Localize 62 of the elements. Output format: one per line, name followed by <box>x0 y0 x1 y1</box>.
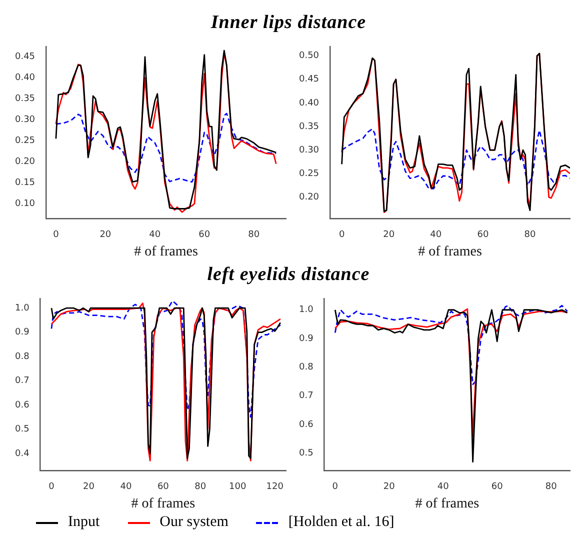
x-tick-label: 40 <box>437 482 450 492</box>
y-tick-label: 1.0 <box>14 303 30 314</box>
line-series <box>55 112 277 183</box>
x-tick-label: 120 <box>266 482 284 492</box>
x-tick-label: 20 <box>383 482 396 492</box>
y-tick-label: 0.5 <box>298 448 314 459</box>
legend-label: [Holden et al. 16] <box>288 514 394 531</box>
x-tick-label: 60 <box>491 482 504 492</box>
y-tick-label: 0.9 <box>14 328 30 338</box>
y-tick-label: 0.30 <box>14 115 36 126</box>
line-series <box>334 304 568 386</box>
y-tick-label: 0.7 <box>298 391 314 402</box>
x-tick-label: 0 <box>338 230 345 240</box>
y-tick-label: 0.20 <box>298 192 320 203</box>
x-tick-label: 20 <box>82 482 95 492</box>
x-tick-label: 0 <box>48 482 55 492</box>
x-tick-label: 20 <box>100 230 112 240</box>
x-tick-label: 40 <box>120 482 132 492</box>
legend-label: Input <box>68 514 100 531</box>
y-tick-label: 0.45 <box>298 74 320 85</box>
x-tick-label: 60 <box>157 482 170 492</box>
y-tick-label: 0.9 <box>298 334 314 344</box>
x-tick-label: 20 <box>383 230 395 240</box>
y-tick-label: 0.8 <box>298 362 314 373</box>
y-tick-label: 0.10 <box>14 199 36 210</box>
x-tick-label: 60 <box>477 230 489 240</box>
y-tick-label: 0.35 <box>298 122 320 132</box>
x-axis-title: # of frames <box>418 244 482 260</box>
x-tick-label: 80 <box>545 482 558 492</box>
x-tick-label: 40 <box>430 230 442 240</box>
y-tick-label: 0.20 <box>14 157 36 168</box>
x-tick-label: 80 <box>248 230 260 240</box>
x-axis-title: # of frames <box>134 244 198 260</box>
y-tick-label: 0.15 <box>14 178 36 188</box>
y-tick-label: 1.0 <box>298 305 314 316</box>
x-axis-title: # of frames <box>415 496 480 512</box>
x-tick-label: 100 <box>229 482 246 492</box>
x-tick-label: 80 <box>524 230 536 240</box>
x-axis-title: # of frames <box>131 496 196 512</box>
y-tick-label: 0.4 <box>14 448 30 459</box>
x-tick-label: 0 <box>332 482 338 492</box>
y-tick-label: 0.6 <box>298 420 314 430</box>
y-tick-label: 0.25 <box>14 136 36 146</box>
line-series <box>341 128 570 190</box>
x-tick-label: 60 <box>198 230 210 240</box>
legend-label: Our system <box>160 514 228 531</box>
x-tick-label: 0 <box>53 230 60 240</box>
y-tick-label: 0.7 <box>14 376 30 386</box>
y-tick-label: 0.5 <box>14 424 30 435</box>
y-tick-label: 0.25 <box>298 168 320 179</box>
y-tick-label: 0.35 <box>14 94 36 104</box>
y-tick-label: 0.50 <box>298 51 320 62</box>
y-tick-label: 0.45 <box>14 52 36 62</box>
y-tick-label: 0.30 <box>298 145 320 156</box>
x-tick-label: 80 <box>194 482 206 492</box>
y-tick-label: 0.6 <box>14 400 30 410</box>
y-tick-label: 0.8 <box>14 352 30 362</box>
chart-title: left eyelids distance <box>207 264 370 285</box>
y-tick-label: 0.40 <box>298 98 320 108</box>
y-tick-label: 0.40 <box>14 73 36 84</box>
x-tick-label: 40 <box>149 230 161 240</box>
chart-title: Inner lips distance <box>210 12 366 33</box>
